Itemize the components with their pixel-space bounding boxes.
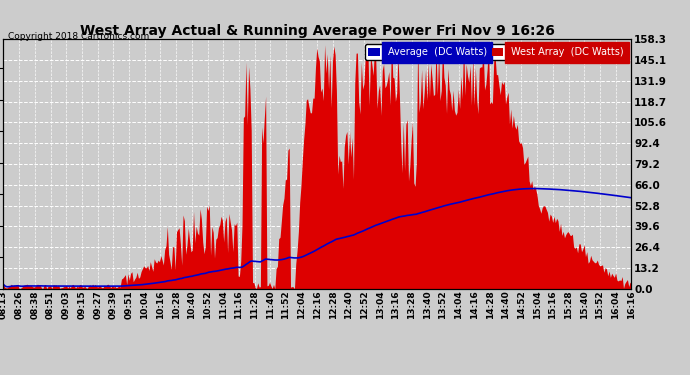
Title: West Array Actual & Running Average Power Fri Nov 9 16:26: West Array Actual & Running Average Powe…	[80, 24, 555, 38]
Legend: Average  (DC Watts), West Array  (DC Watts): Average (DC Watts), West Array (DC Watts…	[365, 44, 627, 60]
Text: Copyright 2018 Cartronics.com: Copyright 2018 Cartronics.com	[8, 32, 150, 41]
